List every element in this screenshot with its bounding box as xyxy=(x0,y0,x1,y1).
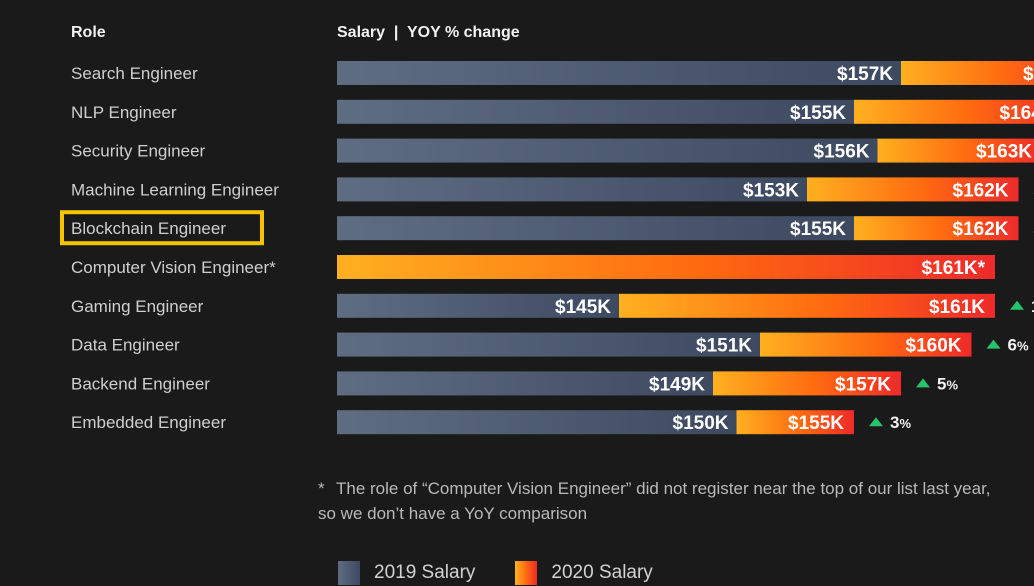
footnote-marker: * xyxy=(318,476,336,501)
role-label: Machine Learning Engineer xyxy=(71,180,279,199)
role-label: Computer Vision Engineer* xyxy=(71,258,276,277)
up-arrow-icon xyxy=(1010,301,1024,310)
role-label: Blockchain Engineer xyxy=(71,219,226,238)
footnote-text: The role of “Computer Vision Engineer” d… xyxy=(318,479,991,523)
bar-2019 xyxy=(337,61,901,85)
bar-2019 xyxy=(337,216,854,240)
role-label: Search Engineer xyxy=(71,64,198,83)
role-label: Gaming Engineer xyxy=(71,297,204,316)
bar-label-2020: $165K xyxy=(1023,64,1034,85)
role-label: Embedded Engineer xyxy=(71,413,226,432)
bar-2020 xyxy=(337,255,995,279)
bar-label-2019: $155K xyxy=(790,103,846,124)
bar-label-2019: $145K xyxy=(555,297,611,318)
bar-label-2020: $163K xyxy=(976,142,1032,163)
role-label: Backend Engineer xyxy=(71,374,210,393)
up-arrow-icon xyxy=(869,417,883,426)
bar-label-2020: $160K xyxy=(906,336,962,357)
up-arrow-icon xyxy=(916,378,930,387)
bar-label-2020: $162K xyxy=(953,219,1009,240)
role-label: Security Engineer xyxy=(71,142,206,161)
bar-label-2019: $156K xyxy=(814,142,870,163)
legend-swatch-2019 xyxy=(338,561,360,585)
bar-label-2020: $161K* xyxy=(922,258,986,279)
bar-2019 xyxy=(337,139,878,163)
bar-2019 xyxy=(337,177,807,201)
footnote: *The role of “Computer Vision Engineer” … xyxy=(318,476,998,526)
bar-2020 xyxy=(901,61,1034,85)
role-column-header: Role xyxy=(71,24,106,41)
bar-label-2019: $151K xyxy=(696,336,752,357)
bar-label-2020: $157K xyxy=(835,374,891,395)
role-label: Data Engineer xyxy=(71,336,180,355)
yoy-change-label: 6% xyxy=(1008,336,1029,355)
bar-2019 xyxy=(337,100,854,124)
bar-label-2020: $162K xyxy=(953,180,1009,201)
salary-column-header: Salary | YOY % change xyxy=(337,24,520,41)
bar-label-2019: $150K xyxy=(673,413,729,434)
legend-swatch-2020 xyxy=(515,561,537,585)
yoy-change-label: 3% xyxy=(890,413,911,432)
bar-label-2019: $153K xyxy=(743,180,799,201)
bar-label-2019: $155K xyxy=(790,219,846,240)
bar-label-2019: $149K xyxy=(649,374,705,395)
bar-label-2020: $161K xyxy=(929,297,985,318)
legend-label-2019: 2019 Salary xyxy=(374,562,475,584)
bar-label-2020: $155K xyxy=(788,413,844,434)
role-label: NLP Engineer xyxy=(71,103,177,122)
legend: 2019 Salary 2020 Salary xyxy=(338,560,653,586)
yoy-change-label: 5% xyxy=(937,374,958,393)
bar-label-2020: $164K xyxy=(1000,103,1034,124)
up-arrow-icon xyxy=(987,340,1001,349)
legend-label-2020: 2020 Salary xyxy=(551,562,652,584)
salary-bar-chart: Role Salary | YOY % change Search Engine… xyxy=(0,0,1034,470)
bar-label-2019: $157K xyxy=(837,64,893,85)
